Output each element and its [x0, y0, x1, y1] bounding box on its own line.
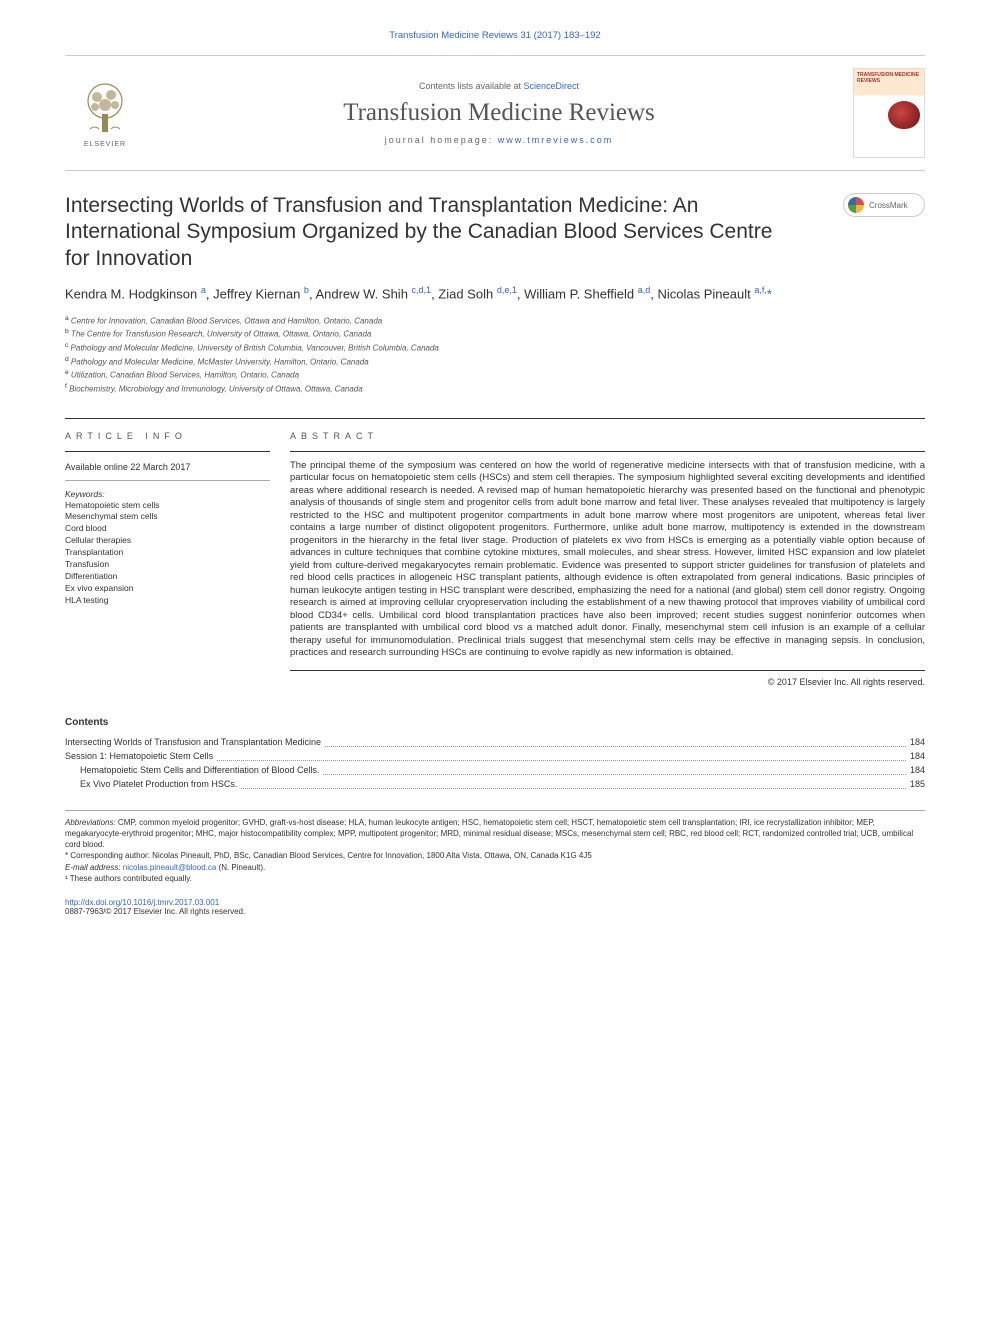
bottom-meta: http://dx.doi.org/10.1016/j.tmrv.2017.03… — [65, 898, 925, 916]
sciencedirect-link[interactable]: ScienceDirect — [524, 81, 580, 91]
journal-name: Transfusion Medicine Reviews — [145, 99, 853, 127]
affiliation-item: f Biochemistry, Microbiology and Immunol… — [65, 382, 925, 396]
affiliation-item: a Centre for Innovation, Canadian Blood … — [65, 314, 925, 328]
keyword-item: Cellular therapies — [65, 535, 270, 547]
keywords-list: Hematopoietic stem cellsMesenchymal stem… — [65, 500, 270, 607]
toc-item[interactable]: Ex Vivo Platelet Production from HSCs. 1… — [65, 778, 925, 792]
abstract-column: abstract The principal theme of the symp… — [290, 419, 925, 688]
abbreviations-line: Abbreviations: CMP, common myeloid proge… — [65, 817, 925, 851]
toc-page: 185 — [910, 778, 925, 792]
affiliations-list: a Centre for Innovation, Canadian Blood … — [65, 314, 925, 396]
keyword-item: Mesenchymal stem cells — [65, 511, 270, 523]
corresponding-author-line: * Corresponding author: Nicolas Pineault… — [65, 850, 925, 861]
sciencedirect-line: Contents lists available at ScienceDirec… — [145, 81, 853, 91]
keyword-item: Cord blood — [65, 523, 270, 535]
abbrev-text: CMP, common myeloid progenitor; GVHD, gr… — [65, 818, 913, 849]
journal-cover-thumbnail: TRANSFUSION MEDICINE REVIEWS — [853, 68, 925, 158]
article-info-heading: article info — [65, 431, 270, 452]
sd-prefix: Contents lists available at — [419, 81, 524, 91]
keyword-item: Transplantation — [65, 547, 270, 559]
abstract-copyright: © 2017 Elsevier Inc. All rights reserved… — [290, 677, 925, 687]
toc-leader-dots — [217, 747, 906, 761]
toc-page: 184 — [910, 736, 925, 750]
corresponding-email-link[interactable]: nicolas.pineault@blood.ca — [123, 863, 217, 872]
abstract-heading: abstract — [290, 431, 925, 452]
keyword-item: Hematopoietic stem cells — [65, 500, 270, 512]
journal-homepage-line: journal homepage: www.tmreviews.com — [145, 135, 853, 145]
email-label: E-mail address: — [65, 863, 123, 872]
email-name: (N. Pineault). — [216, 863, 265, 872]
authors-list: Kendra M. Hodgkinson a, Jeffrey Kiernan … — [65, 284, 925, 304]
abbrev-label: Abbreviations: — [65, 818, 116, 827]
toc-label: Session 1: Hematopoietic Stem Cells — [65, 750, 213, 764]
article-info-column: article info Available online 22 March 2… — [65, 419, 290, 688]
crossmark-icon — [848, 197, 864, 213]
toc-page: 184 — [910, 750, 925, 764]
affiliation-item: c Pathology and Molecular Medicine, Univ… — [65, 341, 925, 355]
article-title: Intersecting Worlds of Transfusion and T… — [65, 193, 795, 272]
masthead-center: Contents lists available at ScienceDirec… — [145, 81, 853, 145]
issn-copyright-line: 0887-7963/© 2017 Elsevier Inc. All right… — [65, 907, 925, 916]
elsevier-tree-icon — [75, 79, 135, 139]
crossmark-label: CrossMark — [869, 201, 908, 210]
journal-homepage-link[interactable]: www.tmreviews.com — [498, 135, 614, 145]
contents-list: Intersecting Worlds of Transfusion and T… — [65, 736, 925, 792]
email-line: E-mail address: nicolas.pineault@blood.c… — [65, 862, 925, 873]
cover-label: TRANSFUSION MEDICINE REVIEWS — [857, 72, 919, 84]
abstract-text: The principal theme of the symposium was… — [290, 460, 925, 672]
running-head-citation: Transfusion Medicine Reviews 31 (2017) 1… — [65, 30, 925, 56]
toc-leader-dots — [325, 733, 906, 747]
affiliation-item: d Pathology and Molecular Medicine, McMa… — [65, 355, 925, 369]
masthead: ELSEVIER Contents lists available at Sci… — [65, 68, 925, 171]
title-block: CrossMark Intersecting Worlds of Transfu… — [65, 193, 925, 396]
keyword-item: Transfusion — [65, 559, 270, 571]
toc-page: 184 — [910, 764, 925, 778]
affiliation-item: e Utilization, Canadian Blood Services, … — [65, 368, 925, 382]
footnotes-block: Abbreviations: CMP, common myeloid proge… — [65, 810, 925, 884]
keyword-item: Differentiation — [65, 571, 270, 583]
info-abstract-row: article info Available online 22 March 2… — [65, 418, 925, 688]
crossmark-badge[interactable]: CrossMark — [843, 193, 925, 217]
publisher-logo: ELSEVIER — [65, 68, 145, 158]
keywords-heading: Keywords: — [65, 489, 270, 499]
online-date: Available online 22 March 2017 — [65, 462, 270, 481]
affiliation-item: b The Centre for Transfusion Research, U… — [65, 327, 925, 341]
homepage-prefix: journal homepage: — [385, 135, 498, 145]
toc-leader-dots — [323, 761, 906, 775]
doi-link[interactable]: http://dx.doi.org/10.1016/j.tmrv.2017.03… — [65, 898, 219, 907]
publisher-name: ELSEVIER — [84, 141, 126, 148]
toc-label: Ex Vivo Platelet Production from HSCs. — [80, 778, 237, 792]
equal-contribution-line: ¹ These authors contributed equally. — [65, 873, 925, 884]
toc-leader-dots — [241, 775, 906, 789]
contents-heading: Contents — [65, 717, 925, 728]
keyword-item: HLA testing — [65, 595, 270, 607]
keyword-item: Ex vivo expansion — [65, 583, 270, 595]
